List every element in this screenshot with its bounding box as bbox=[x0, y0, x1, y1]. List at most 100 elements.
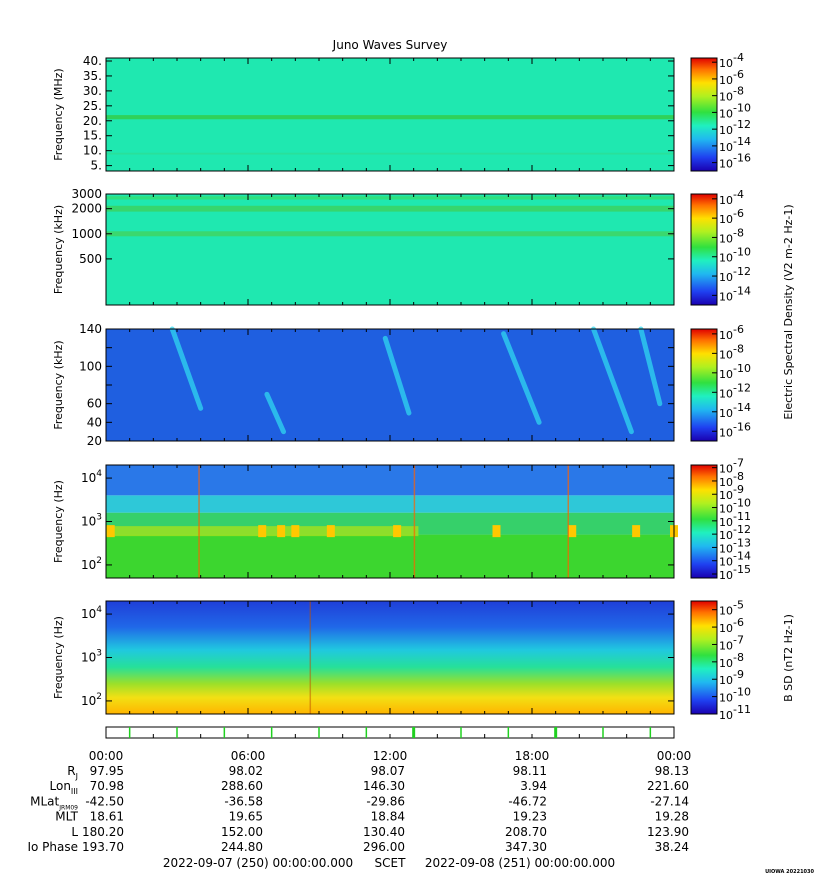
colorbar-exponent: -9 bbox=[733, 668, 744, 681]
colorbar-tick-label: 10-16 bbox=[719, 152, 751, 171]
colorbar-exponent: -15 bbox=[733, 563, 751, 576]
colorbar-tick-label: 10-10 bbox=[719, 686, 751, 705]
colorbar-tick-label: 10-6 bbox=[719, 323, 744, 342]
colorbar-exponent: -10 bbox=[733, 101, 751, 114]
colorbar-exponent: -8 bbox=[733, 85, 744, 98]
label-subscript: JRM09 bbox=[58, 804, 78, 811]
y-tick-label: 102 bbox=[81, 692, 102, 708]
colorbar-exponent: -14 bbox=[733, 401, 751, 414]
colorbar bbox=[690, 600, 718, 715]
colorbar-exponent: -5 bbox=[733, 599, 744, 612]
burst-feature-1 bbox=[264, 391, 286, 435]
footer-stamp: UIOWA 20221030 bbox=[765, 869, 814, 875]
colorbar-exponent: -7 bbox=[733, 633, 744, 646]
hot-spot-5 bbox=[393, 525, 402, 538]
colorbar-tick-label: 10-14 bbox=[719, 284, 751, 303]
ephemeris-label-1: LonIII bbox=[50, 779, 79, 796]
time-axis-labels: 00:00 06:00 12:00 18:00 00:00 bbox=[89, 749, 692, 763]
time-label-1: 06:00 bbox=[231, 749, 266, 763]
colorbar-exponent: -12 bbox=[733, 381, 751, 394]
colorbar-exponent: -8 bbox=[733, 342, 744, 355]
y-tick-exponent: 4 bbox=[96, 605, 102, 615]
hot-spot-1 bbox=[258, 525, 267, 538]
ephemeris-value: 123.90 bbox=[647, 825, 689, 839]
y-axis-label: Frequency (kHz) bbox=[52, 205, 65, 294]
y-tick-label: 40 bbox=[87, 415, 102, 429]
y-tick-label: 5. bbox=[91, 159, 102, 173]
colorbar-tick-label: 10-5 bbox=[719, 599, 744, 618]
ephemeris-value: 70.98 bbox=[90, 779, 124, 793]
colorbar bbox=[690, 193, 718, 306]
colorbar-exponent: -8 bbox=[733, 226, 744, 239]
colorbar bbox=[690, 57, 718, 172]
hot-spot-2 bbox=[277, 525, 286, 538]
impulse-line-2 bbox=[567, 465, 569, 578]
colorbar-tick-label: 10-14 bbox=[719, 401, 751, 420]
y-tick-label: 35. bbox=[83, 69, 102, 83]
y-tick-label: 10. bbox=[83, 144, 102, 158]
ephemeris-value: 38.24 bbox=[655, 840, 689, 854]
colorbar-label-electric: Electric Spectral Density (V2 m-2 Hz-1) bbox=[782, 204, 795, 419]
y-tick-label: 100 bbox=[79, 359, 102, 373]
label-subscript: III bbox=[71, 787, 78, 796]
ephemeris-value: 244.80 bbox=[221, 840, 263, 854]
burst-feature-5 bbox=[638, 326, 663, 407]
colorbar-exponent: -6 bbox=[733, 616, 744, 629]
hot-spot-4 bbox=[326, 525, 335, 538]
footer-end: 2022-09-08 (251) 00:00:00.000 bbox=[425, 856, 615, 870]
colorbar-tick-label: 10-12 bbox=[719, 265, 751, 284]
emission-band-0 bbox=[106, 115, 674, 120]
ephemeris-value: 18.61 bbox=[90, 810, 124, 824]
y-tick-exponent: 3 bbox=[96, 513, 102, 523]
ephemeris-value: 98.02 bbox=[229, 764, 263, 778]
colorbar-exponent: -12 bbox=[733, 118, 751, 131]
colorbar-tick-label: 10-8 bbox=[719, 651, 744, 670]
spectrogram-background bbox=[106, 194, 674, 305]
y-tick-exponent: 2 bbox=[96, 556, 102, 566]
ephemeris-value: 152.00 bbox=[221, 825, 263, 839]
colorbar-tick-label: 10-8 bbox=[719, 342, 744, 361]
colorbar-tick-label: 10-16 bbox=[719, 420, 751, 439]
ephemeris-value: 18.84 bbox=[371, 810, 405, 824]
colorbar-exponent: -8 bbox=[733, 651, 744, 664]
ephemeris-value: 296.00 bbox=[363, 840, 405, 854]
ephemeris-value: -27.14 bbox=[650, 794, 689, 808]
time-label-4: 00:00 bbox=[657, 749, 692, 763]
footer-start: 2022-09-07 (250) 00:00:00.000 bbox=[163, 856, 353, 870]
y-axis-label: Frequency (Hz) bbox=[52, 616, 65, 699]
time-tick-strip bbox=[105, 726, 675, 739]
time-label-2: 12:00 bbox=[373, 749, 408, 763]
colorbar-exponent: -16 bbox=[733, 420, 751, 433]
colorbar-exponent: -7 bbox=[733, 457, 744, 470]
ephemeris-value: 347.30 bbox=[505, 840, 547, 854]
ephemeris-value: 3.94 bbox=[520, 779, 547, 793]
colorbar-tick-label: 10-6 bbox=[719, 616, 744, 635]
ephemeris-value: 98.13 bbox=[655, 764, 689, 778]
burst-feature-2 bbox=[382, 335, 412, 416]
colorbar-label-magnetic: B SD (nT2 Hz-1) bbox=[782, 614, 795, 702]
spectrogram-layer-0 bbox=[106, 534, 674, 578]
ephemeris-value: -46.72 bbox=[508, 794, 547, 808]
ephemeris-value: 221.60 bbox=[647, 779, 689, 793]
colorbar-tick-label: 10-6 bbox=[719, 207, 744, 226]
colorbar-exponent: -8 bbox=[733, 470, 744, 483]
colorbar-exponent: -4 bbox=[733, 188, 744, 201]
colorbar-exponent: -4 bbox=[733, 51, 744, 64]
y-tick-label: 500 bbox=[79, 252, 102, 266]
colorbar-tick-label: 10-10 bbox=[719, 246, 751, 265]
y-tick-label: 2000 bbox=[71, 202, 102, 216]
ephemeris-label-3: MLT bbox=[55, 810, 78, 824]
hot-spot-8 bbox=[632, 525, 641, 538]
y-tick-label: 102 bbox=[81, 556, 102, 572]
colorbar-exponent: -10 bbox=[733, 246, 751, 259]
ephemeris-value: 130.40 bbox=[363, 825, 405, 839]
burst-feature-3 bbox=[501, 331, 542, 425]
colorbar-tick-label: 10-9 bbox=[719, 668, 744, 687]
colorbar-exponent: -13 bbox=[733, 536, 751, 549]
y-tick-exponent: 2 bbox=[96, 692, 102, 702]
spectrogram-panels: 5.10.15.20.25.30.35.40. Frequency (MHz) 10… bbox=[52, 51, 751, 722]
impulse-line-0 bbox=[198, 465, 200, 578]
colorbar-exponent: -12 bbox=[733, 523, 751, 536]
